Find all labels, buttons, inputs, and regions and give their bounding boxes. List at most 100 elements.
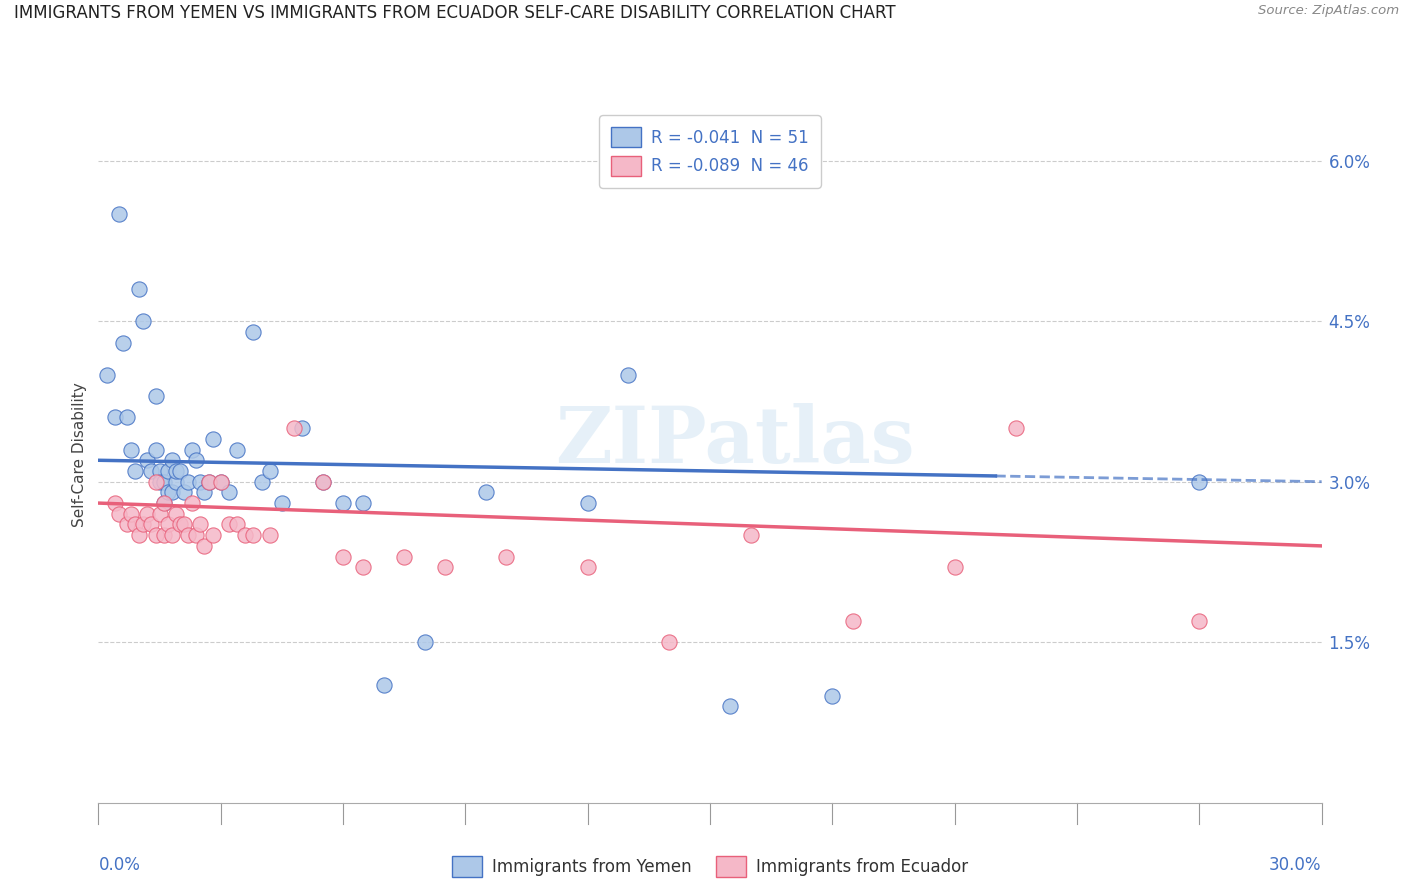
Point <box>149 475 172 489</box>
Point <box>218 485 240 500</box>
Point <box>495 549 517 564</box>
Point <box>283 421 305 435</box>
Point <box>312 475 335 489</box>
Text: IMMIGRANTS FROM YEMEN VS IMMIGRANTS FROM ECUADOR SELF-CARE DISABILITY CORRELATIO: IMMIGRANTS FROM YEMEN VS IMMIGRANTS FROM… <box>14 4 896 22</box>
Point <box>242 325 264 339</box>
Y-axis label: Self-Care Disability: Self-Care Disability <box>72 383 87 527</box>
Point <box>250 475 273 489</box>
Point <box>141 464 163 478</box>
Point <box>291 421 314 435</box>
Point <box>576 496 599 510</box>
Point <box>128 282 150 296</box>
Point <box>193 485 215 500</box>
Point <box>173 517 195 532</box>
Text: 30.0%: 30.0% <box>1270 856 1322 874</box>
Point <box>152 475 174 489</box>
Point <box>413 635 436 649</box>
Point <box>186 528 208 542</box>
Point <box>152 496 174 510</box>
Point <box>115 410 138 425</box>
Point <box>270 496 294 510</box>
Point <box>197 475 219 489</box>
Point <box>177 528 200 542</box>
Point <box>332 496 354 510</box>
Point <box>96 368 118 382</box>
Point <box>197 475 219 489</box>
Point <box>124 517 146 532</box>
Point <box>177 475 200 489</box>
Point <box>209 475 232 489</box>
Point <box>165 475 187 489</box>
Point <box>160 453 183 467</box>
Point <box>201 432 224 446</box>
Point <box>120 442 142 457</box>
Point <box>226 442 249 457</box>
Point <box>720 699 742 714</box>
Point <box>115 517 138 532</box>
Point <box>156 464 179 478</box>
Point <box>1004 421 1026 435</box>
Point <box>617 368 640 382</box>
Point <box>145 528 167 542</box>
Point <box>1188 475 1211 489</box>
Point <box>145 442 167 457</box>
Point <box>242 528 264 542</box>
Point <box>218 517 240 532</box>
Point <box>352 496 374 510</box>
Point <box>193 539 215 553</box>
Point <box>152 528 174 542</box>
Point <box>226 517 249 532</box>
Point <box>332 549 354 564</box>
Point <box>149 464 172 478</box>
Point <box>188 475 212 489</box>
Point <box>1188 614 1211 628</box>
Point <box>145 389 167 403</box>
Point <box>141 517 163 532</box>
Point <box>165 464 187 478</box>
Point <box>108 507 131 521</box>
Point <box>120 507 142 521</box>
Point <box>149 507 172 521</box>
Point <box>156 485 179 500</box>
Point <box>209 475 232 489</box>
Text: Source: ZipAtlas.com: Source: ZipAtlas.com <box>1258 4 1399 18</box>
Point <box>821 689 844 703</box>
Point <box>259 464 281 478</box>
Point <box>152 496 174 510</box>
Point <box>740 528 762 542</box>
Point <box>165 507 187 521</box>
Point <box>233 528 256 542</box>
Point <box>181 496 204 510</box>
Point <box>841 614 863 628</box>
Point <box>104 410 127 425</box>
Point <box>392 549 416 564</box>
Point <box>169 464 191 478</box>
Point <box>108 207 131 221</box>
Point <box>658 635 681 649</box>
Point <box>132 314 155 328</box>
Point <box>169 517 191 532</box>
Point <box>136 453 159 467</box>
Point <box>181 442 204 457</box>
Point <box>173 485 195 500</box>
Point <box>132 517 155 532</box>
Point <box>373 678 395 692</box>
Point <box>156 517 179 532</box>
Point <box>104 496 127 510</box>
Legend: Immigrants from Yemen, Immigrants from Ecuador: Immigrants from Yemen, Immigrants from E… <box>443 848 977 885</box>
Point <box>124 464 146 478</box>
Point <box>312 475 335 489</box>
Point <box>943 560 966 574</box>
Point <box>474 485 498 500</box>
Point <box>145 475 167 489</box>
Point <box>111 335 134 350</box>
Point <box>576 560 599 574</box>
Point <box>352 560 374 574</box>
Point <box>160 528 183 542</box>
Point <box>259 528 281 542</box>
Point <box>434 560 457 574</box>
Point <box>201 528 224 542</box>
Text: 0.0%: 0.0% <box>98 856 141 874</box>
Text: ZIPatlas: ZIPatlas <box>555 403 914 479</box>
Point <box>136 507 159 521</box>
